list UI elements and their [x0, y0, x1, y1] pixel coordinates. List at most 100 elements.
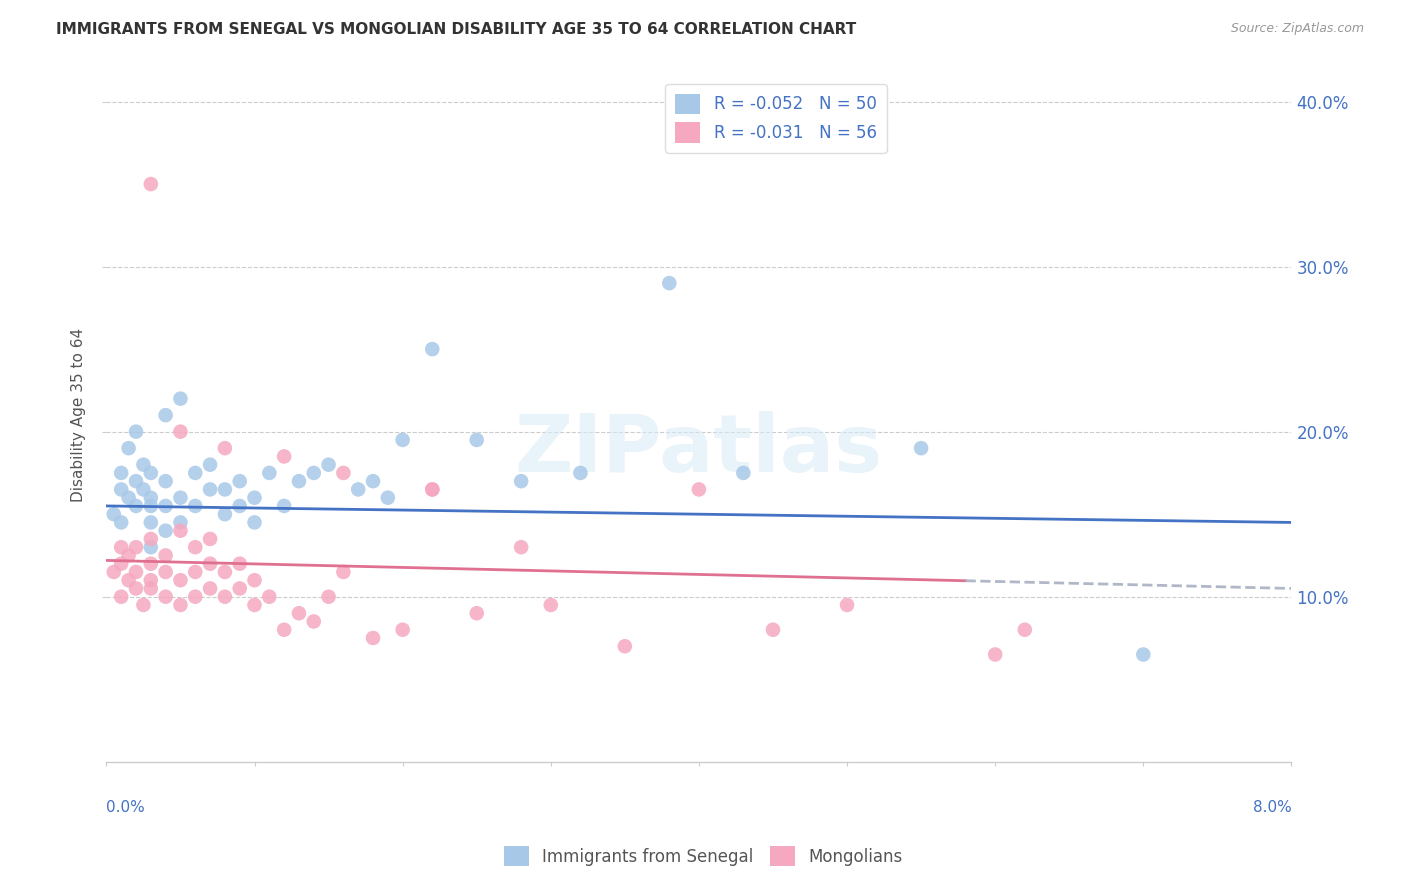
- Point: [155, 524, 177, 538]
- Point: [125, 582, 148, 596]
- Point: [214, 483, 236, 497]
- Point: [198, 532, 221, 546]
- Point: [302, 466, 325, 480]
- Point: [139, 499, 162, 513]
- Point: [125, 425, 148, 439]
- Point: [198, 557, 221, 571]
- Point: [125, 565, 148, 579]
- Y-axis label: Disability Age 35 to 64: Disability Age 35 to 64: [72, 328, 86, 502]
- Point: [110, 540, 132, 554]
- Point: [273, 499, 295, 513]
- Point: [302, 615, 325, 629]
- Point: [139, 491, 162, 505]
- Point: [139, 516, 162, 530]
- Point: [243, 573, 266, 587]
- Point: [139, 540, 162, 554]
- Point: [117, 549, 139, 563]
- Point: [139, 466, 162, 480]
- Point: [139, 532, 162, 546]
- Point: [910, 441, 932, 455]
- Point: [125, 474, 148, 488]
- Point: [318, 590, 340, 604]
- Point: [110, 516, 132, 530]
- Point: [288, 474, 311, 488]
- Point: [984, 648, 1007, 662]
- Point: [361, 474, 384, 488]
- Point: [318, 458, 340, 472]
- Point: [198, 582, 221, 596]
- Point: [688, 483, 710, 497]
- Point: [1014, 623, 1036, 637]
- Point: [169, 573, 191, 587]
- Point: [420, 483, 443, 497]
- Point: [103, 565, 125, 579]
- Point: [361, 631, 384, 645]
- Point: [420, 342, 443, 356]
- Point: [125, 499, 148, 513]
- Point: [110, 557, 132, 571]
- Legend: R = -0.052   N = 50, R = -0.031   N = 56: R = -0.052 N = 50, R = -0.031 N = 56: [665, 84, 887, 153]
- Point: [139, 177, 162, 191]
- Point: [228, 474, 250, 488]
- Point: [139, 582, 162, 596]
- Point: [214, 590, 236, 604]
- Point: [169, 524, 191, 538]
- Point: [377, 491, 399, 505]
- Point: [243, 491, 266, 505]
- Point: [465, 606, 488, 620]
- Point: [243, 598, 266, 612]
- Point: [214, 507, 236, 521]
- Point: [228, 557, 250, 571]
- Text: Source: ZipAtlas.com: Source: ZipAtlas.com: [1230, 22, 1364, 36]
- Point: [125, 540, 148, 554]
- Point: [1132, 648, 1154, 662]
- Point: [259, 466, 281, 480]
- Point: [155, 565, 177, 579]
- Point: [132, 598, 155, 612]
- Point: [228, 582, 250, 596]
- Point: [347, 483, 370, 497]
- Point: [184, 540, 207, 554]
- Point: [184, 466, 207, 480]
- Point: [117, 491, 139, 505]
- Point: [332, 466, 354, 480]
- Point: [391, 623, 413, 637]
- Point: [117, 573, 139, 587]
- Point: [198, 483, 221, 497]
- Point: [569, 466, 592, 480]
- Point: [169, 392, 191, 406]
- Text: ZIPatlas: ZIPatlas: [515, 411, 883, 489]
- Point: [110, 590, 132, 604]
- Point: [169, 516, 191, 530]
- Point: [243, 516, 266, 530]
- Point: [132, 483, 155, 497]
- Point: [169, 425, 191, 439]
- Point: [184, 565, 207, 579]
- Point: [613, 639, 636, 653]
- Point: [510, 540, 533, 554]
- Point: [835, 598, 858, 612]
- Point: [155, 474, 177, 488]
- Point: [420, 483, 443, 497]
- Point: [733, 466, 755, 480]
- Point: [169, 598, 191, 612]
- Text: IMMIGRANTS FROM SENEGAL VS MONGOLIAN DISABILITY AGE 35 TO 64 CORRELATION CHART: IMMIGRANTS FROM SENEGAL VS MONGOLIAN DIS…: [56, 22, 856, 37]
- Point: [117, 441, 139, 455]
- Text: 0.0%: 0.0%: [107, 800, 145, 815]
- Point: [155, 549, 177, 563]
- Point: [103, 507, 125, 521]
- Point: [658, 276, 681, 290]
- Point: [139, 573, 162, 587]
- Legend: Immigrants from Senegal, Mongolians: Immigrants from Senegal, Mongolians: [496, 839, 910, 873]
- Point: [214, 441, 236, 455]
- Point: [228, 499, 250, 513]
- Point: [510, 474, 533, 488]
- Point: [110, 483, 132, 497]
- Point: [132, 458, 155, 472]
- Point: [198, 458, 221, 472]
- Point: [391, 433, 413, 447]
- Point: [273, 623, 295, 637]
- Point: [184, 590, 207, 604]
- Point: [288, 606, 311, 620]
- Point: [110, 466, 132, 480]
